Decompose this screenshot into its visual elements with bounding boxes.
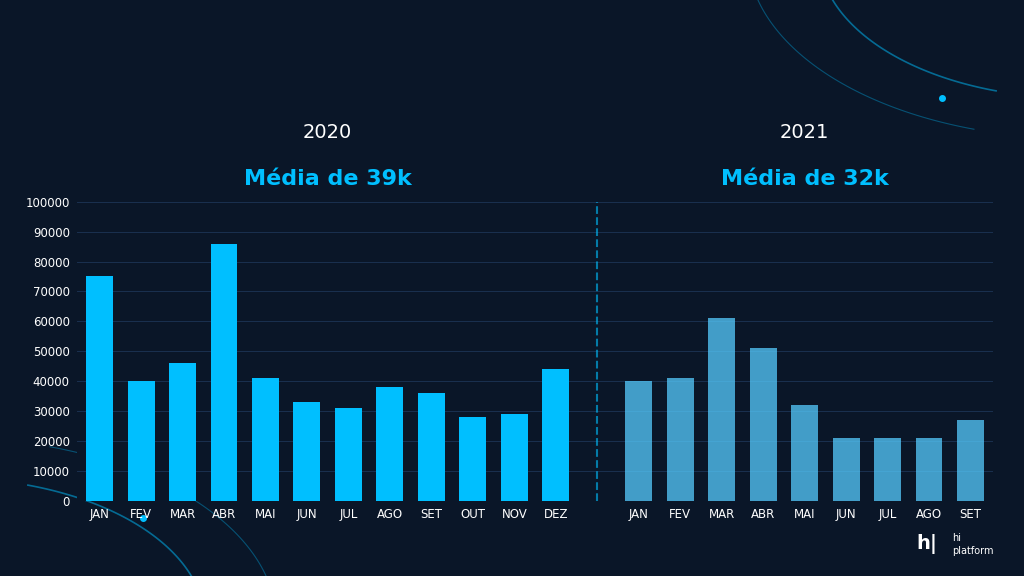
Bar (294, 402, 321, 501)
Bar (626, 381, 652, 501)
Bar (750, 348, 776, 501)
Text: Média de 39k: Média de 39k (244, 169, 412, 188)
Bar (543, 369, 569, 501)
Bar (874, 438, 901, 501)
Text: 2021: 2021 (780, 123, 829, 142)
Bar (915, 438, 942, 501)
Text: hi
platform: hi platform (952, 533, 994, 556)
Bar (377, 387, 403, 501)
Bar (169, 363, 196, 501)
Bar (128, 381, 155, 501)
Text: h|: h| (916, 535, 937, 554)
Bar (211, 244, 238, 501)
Bar (957, 420, 984, 501)
Bar (460, 417, 486, 501)
Bar (709, 319, 735, 501)
Bar (418, 393, 444, 501)
Bar (252, 378, 279, 501)
Bar (335, 408, 361, 501)
Bar (501, 414, 527, 501)
Bar (86, 276, 113, 501)
Text: Média de 32k: Média de 32k (721, 169, 889, 188)
Bar (667, 378, 693, 501)
Text: 2020: 2020 (303, 123, 352, 142)
Bar (792, 406, 818, 501)
Bar (833, 438, 859, 501)
